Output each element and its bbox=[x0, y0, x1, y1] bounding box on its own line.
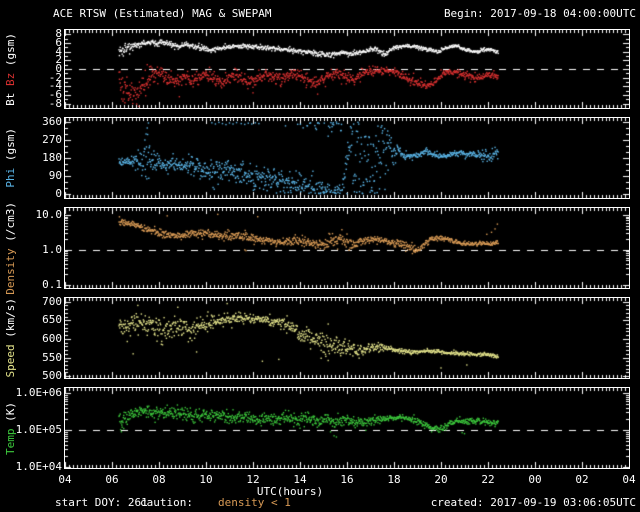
panel-phi bbox=[64, 117, 630, 199]
axis-label-part: (K) bbox=[3, 401, 17, 428]
x-tick-label: 14 bbox=[293, 473, 307, 486]
axis-label-part: Density bbox=[3, 248, 17, 295]
mag-canvas bbox=[65, 30, 629, 108]
axis-label-part: Speed bbox=[3, 344, 17, 378]
x-tick-label: 16 bbox=[340, 473, 354, 486]
x-tick-label: 06 bbox=[105, 473, 119, 486]
y-tick-label-phi: 360 bbox=[42, 115, 62, 128]
y-tick-label-phi: 270 bbox=[42, 133, 62, 146]
y-tick-label-mag: 4 bbox=[55, 44, 62, 58]
y-tick-label-speed: 650 bbox=[42, 313, 62, 327]
y-tick-label-phi: 180 bbox=[42, 151, 62, 164]
panel-temp bbox=[64, 387, 630, 469]
axis-label-part: Phi bbox=[3, 167, 17, 188]
y-tick-label-mag: 6 bbox=[55, 36, 62, 49]
x-tick-label: 22 bbox=[481, 473, 495, 486]
axis-label-part: Temp bbox=[3, 428, 17, 455]
axis-label-part: (gsm) bbox=[3, 32, 17, 73]
y-tick-label-mag: -6 bbox=[48, 88, 62, 101]
y-tick-label-mag: -2 bbox=[48, 70, 62, 84]
panel-mag bbox=[64, 29, 630, 109]
caution-value: density < 1 bbox=[218, 496, 291, 509]
x-tick-label: 04 bbox=[58, 473, 72, 486]
x-tick-label: 02 bbox=[575, 473, 589, 486]
y-tick-label-speed: 500 bbox=[42, 369, 62, 383]
axis-label-part: Bz bbox=[3, 72, 17, 86]
y-tick-label-density: 10.0 bbox=[35, 208, 63, 222]
axis-label-part: (gsm) bbox=[3, 128, 17, 168]
y-tick-label-speed: 550 bbox=[42, 350, 62, 364]
density-canvas bbox=[65, 208, 629, 288]
page-title: ACE RTSW (Estimated) MAG & SWEPAM bbox=[53, 7, 272, 20]
y-tick-label-temp: 1.0E+06 bbox=[15, 385, 62, 399]
temp-canvas bbox=[65, 388, 629, 468]
phi-axis-label: Phi (gsm) bbox=[2, 118, 18, 198]
caution-label: caution: bbox=[140, 496, 193, 509]
axis-label-part: (/cm3) bbox=[3, 201, 17, 248]
start-doy-label: start DOY: 261 bbox=[55, 496, 148, 509]
panel-speed bbox=[64, 297, 630, 379]
mag-axis-label: Bt Bz (gsm) bbox=[2, 30, 18, 108]
y-tick-label-speed: 600 bbox=[42, 331, 62, 345]
axis-label-part: (km/s) bbox=[3, 298, 17, 345]
y-tick-label-density: 0.1 bbox=[42, 277, 62, 291]
x-tick-label: 20 bbox=[434, 473, 448, 486]
x-tick-label: 08 bbox=[152, 473, 166, 486]
y-tick-label-speed: 700 bbox=[42, 294, 62, 308]
x-tick-label: 04 bbox=[622, 473, 636, 486]
x-tick-label: 12 bbox=[246, 473, 260, 486]
y-tick-label-mag: -4 bbox=[48, 79, 62, 93]
y-tick-label-phi: 90 bbox=[48, 169, 62, 182]
x-tick-label: 10 bbox=[199, 473, 213, 486]
panel-density bbox=[64, 207, 630, 289]
x-tick-label: 00 bbox=[528, 473, 542, 486]
speed-axis-label: Speed (km/s) bbox=[2, 298, 18, 378]
phi-canvas bbox=[65, 118, 629, 198]
x-axis-title: UTC(hours) bbox=[256, 485, 324, 498]
y-tick-label-mag: 2 bbox=[55, 53, 62, 67]
y-tick-label-mag: 0 bbox=[55, 62, 62, 75]
created-timestamp: created: 2017-09-19 03:06:05UTC bbox=[430, 496, 636, 509]
y-tick-label-mag: 8 bbox=[55, 27, 62, 41]
y-tick-label-density: 1.0 bbox=[42, 242, 62, 256]
temp-axis-label: Temp (K) bbox=[2, 388, 18, 468]
density-axis-label: Density (/cm3) bbox=[2, 202, 18, 295]
begin-timestamp: Begin: 2017-09-18 04:00:00UTC bbox=[443, 7, 636, 20]
axis-label-part: Bt bbox=[3, 85, 17, 106]
speed-canvas bbox=[65, 298, 629, 378]
y-tick-label-phi: 0 bbox=[55, 187, 62, 200]
y-tick-label-mag: -8 bbox=[48, 96, 62, 110]
x-tick-label: 18 bbox=[387, 473, 401, 486]
y-tick-label-temp: 1.0E+05 bbox=[15, 423, 62, 437]
y-tick-label-temp: 1.0E+04 bbox=[15, 460, 62, 474]
